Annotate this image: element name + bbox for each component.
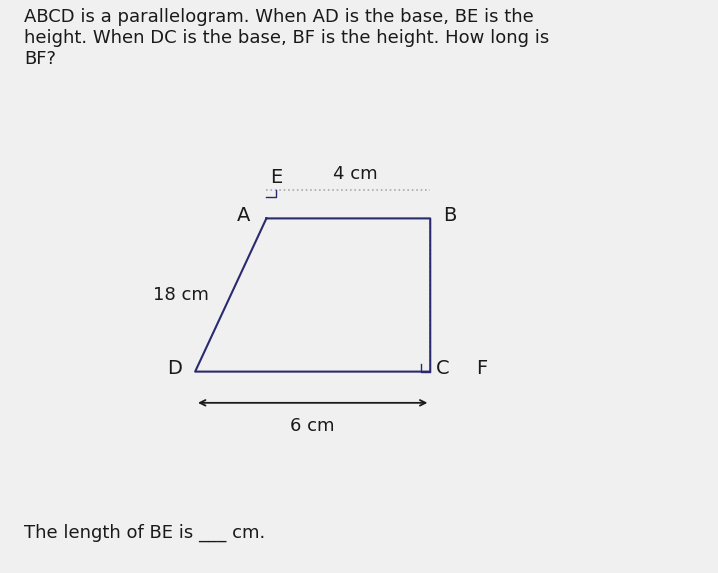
Text: 18 cm: 18 cm bbox=[153, 286, 209, 304]
Text: F: F bbox=[477, 359, 488, 378]
Text: ABCD is a parallelogram. When AD is the base, BE is the
height. When DC is the b: ABCD is a parallelogram. When AD is the … bbox=[24, 9, 549, 68]
Text: 4 cm: 4 cm bbox=[333, 165, 378, 183]
Text: 6 cm: 6 cm bbox=[291, 417, 335, 435]
Text: C: C bbox=[436, 359, 449, 378]
Text: B: B bbox=[443, 206, 457, 225]
Text: A: A bbox=[238, 206, 251, 225]
Text: D: D bbox=[167, 359, 182, 378]
Text: The length of BE is ___ cm.: The length of BE is ___ cm. bbox=[24, 524, 266, 542]
Text: E: E bbox=[270, 168, 282, 187]
